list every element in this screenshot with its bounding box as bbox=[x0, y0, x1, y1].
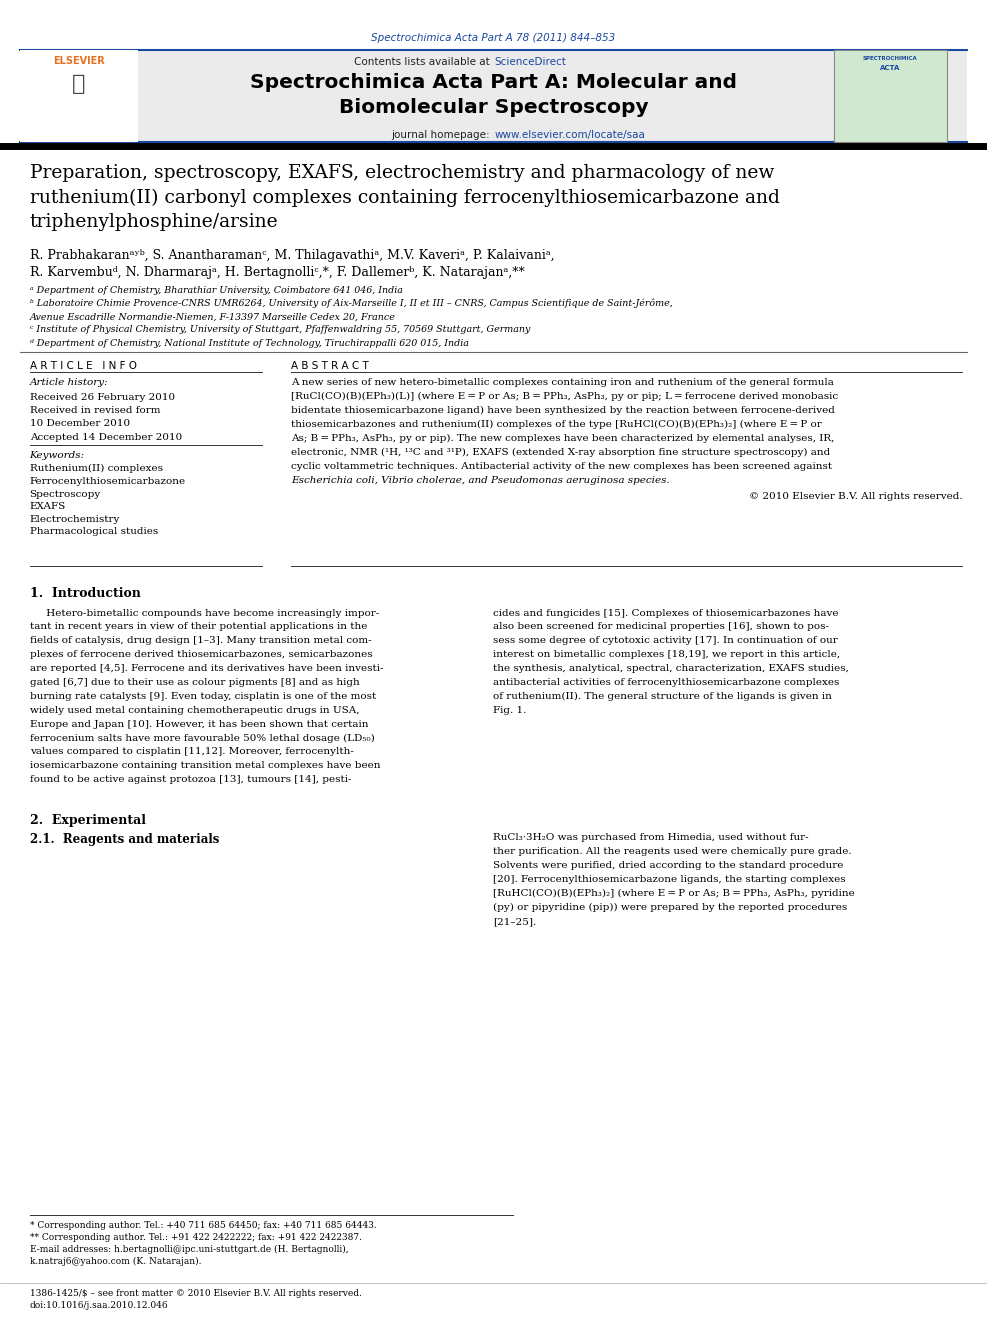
Text: of ruthenium(II). The general structure of the ligands is given in: of ruthenium(II). The general structure … bbox=[493, 692, 832, 701]
Text: tant in recent years in view of their potential applications in the: tant in recent years in view of their po… bbox=[30, 622, 367, 631]
Text: Electrochemistry: Electrochemistry bbox=[30, 515, 120, 524]
Text: journal homepage:: journal homepage: bbox=[392, 130, 493, 140]
Text: ** Corresponding author. Tel.: +91 422 2422222; fax: +91 422 2422387.: ** Corresponding author. Tel.: +91 422 2… bbox=[30, 1233, 362, 1242]
Text: k.natraj6@yahoo.com (K. Natarajan).: k.natraj6@yahoo.com (K. Natarajan). bbox=[30, 1257, 201, 1266]
Text: burning rate catalysts [9]. Even today, cisplatin is one of the most: burning rate catalysts [9]. Even today, … bbox=[30, 692, 376, 701]
Text: iosemicarbazone containing transition metal complexes have been: iosemicarbazone containing transition me… bbox=[30, 761, 380, 770]
Text: www.elsevier.com/locate/saa: www.elsevier.com/locate/saa bbox=[494, 130, 646, 140]
Text: As; B = PPh₃, AsPh₃, py or pip). The new complexes have been characterized by el: As; B = PPh₃, AsPh₃, py or pip). The new… bbox=[291, 434, 834, 443]
Text: cides and fungicides [15]. Complexes of thiosemicarbazones have: cides and fungicides [15]. Complexes of … bbox=[493, 609, 839, 618]
Text: ᵇ Laboratoire Chimie Provence-CNRS UMR6264, University of Aix-Marseille I, II et: ᵇ Laboratoire Chimie Provence-CNRS UMR62… bbox=[30, 299, 673, 308]
Text: Received in revised form: Received in revised form bbox=[30, 406, 160, 415]
Text: ScienceDirect: ScienceDirect bbox=[494, 57, 566, 67]
Text: Pharmacological studies: Pharmacological studies bbox=[30, 527, 158, 536]
Text: antibacterial activities of ferrocenylthiosemicarbazone complexes: antibacterial activities of ferrocenylth… bbox=[493, 677, 840, 687]
Text: found to be active against protozoa [13], tumours [14], pesti-: found to be active against protozoa [13]… bbox=[30, 775, 351, 785]
Text: Ferrocenylthiosemicarbazone: Ferrocenylthiosemicarbazone bbox=[30, 476, 186, 486]
Text: A B S T R A C T: A B S T R A C T bbox=[291, 361, 369, 372]
Text: 2.1.  Reagents and materials: 2.1. Reagents and materials bbox=[30, 833, 219, 847]
Text: fields of catalysis, drug design [1–3]. Many transition metal com-: fields of catalysis, drug design [1–3]. … bbox=[30, 636, 371, 646]
Text: gated [6,7] due to their use as colour pigments [8] and as high: gated [6,7] due to their use as colour p… bbox=[30, 677, 359, 687]
Text: ᵈ Department of Chemistry, National Institute of Technology, Tiruchirappalli 620: ᵈ Department of Chemistry, National Inst… bbox=[30, 339, 468, 348]
Text: Avenue Escadrille Normandie-Niemen, F-13397 Marseille Cedex 20, France: Avenue Escadrille Normandie-Niemen, F-13… bbox=[30, 312, 396, 321]
Text: electronic, NMR (¹H, ¹³C and ³¹P), EXAFS (extended X-ray absorption fine structu: electronic, NMR (¹H, ¹³C and ³¹P), EXAFS… bbox=[291, 447, 830, 456]
Text: are reported [4,5]. Ferrocene and its derivatives have been investi-: are reported [4,5]. Ferrocene and its de… bbox=[30, 664, 383, 673]
Bar bbox=[20, 50, 138, 142]
Text: * Corresponding author. Tel.: +40 711 685 64450; fax: +40 711 685 64443.: * Corresponding author. Tel.: +40 711 68… bbox=[30, 1221, 376, 1230]
Text: RuCl₃·3H₂O was purchased from Himedia, used without fur-: RuCl₃·3H₂O was purchased from Himedia, u… bbox=[493, 833, 809, 843]
Text: bidentate thiosemicarbazone ligand) have been synthesized by the reaction betwee: bidentate thiosemicarbazone ligand) have… bbox=[291, 406, 835, 415]
Text: the synthesis, analytical, spectral, characterization, EXAFS studies,: the synthesis, analytical, spectral, cha… bbox=[493, 664, 849, 673]
Text: Solvents were purified, dried according to the standard procedure: Solvents were purified, dried according … bbox=[493, 861, 844, 871]
Text: R. Karvembuᵈ, N. Dharmarajᵃ, H. Bertagnolliᶜ,*, F. Dallemerᵇ, K. Natarajanᵃ,**: R. Karvembuᵈ, N. Dharmarajᵃ, H. Bertagno… bbox=[30, 266, 525, 279]
Text: EXAFS: EXAFS bbox=[30, 501, 65, 511]
Bar bbox=[20, 50, 967, 142]
Bar bbox=[834, 50, 947, 142]
Text: Ruthenium(II) complexes: Ruthenium(II) complexes bbox=[30, 464, 163, 474]
Text: 1.  Introduction: 1. Introduction bbox=[30, 587, 141, 601]
Text: ACTA: ACTA bbox=[880, 65, 901, 71]
Text: ther purification. All the reagents used were chemically pure grade.: ther purification. All the reagents used… bbox=[493, 848, 852, 856]
Text: values compared to cisplatin [11,12]. Moreover, ferrocenylth-: values compared to cisplatin [11,12]. Mo… bbox=[30, 747, 353, 757]
Text: ᶜ Institute of Physical Chemistry, University of Stuttgart, Pfaffenwaldring 55, : ᶜ Institute of Physical Chemistry, Unive… bbox=[30, 325, 530, 335]
Text: [RuCl(CO)(B)(EPh₃)(L)] (where E = P or As; B = PPh₃, AsPh₃, py or pip; L = ferro: [RuCl(CO)(B)(EPh₃)(L)] (where E = P or A… bbox=[291, 392, 838, 401]
Text: ELSEVIER: ELSEVIER bbox=[54, 56, 105, 66]
Text: also been screened for medicinal properties [16], shown to pos-: also been screened for medicinal propert… bbox=[493, 622, 829, 631]
Text: cyclic voltammetric techniques. Antibacterial activity of the new complexes has : cyclic voltammetric techniques. Antibact… bbox=[291, 462, 832, 471]
Text: Article history:: Article history: bbox=[30, 378, 108, 388]
Text: Europe and Japan [10]. However, it has been shown that certain: Europe and Japan [10]. However, it has b… bbox=[30, 720, 368, 729]
Text: Fig. 1.: Fig. 1. bbox=[493, 705, 527, 714]
Text: Hetero-bimetallic compounds have become increasingly impor-: Hetero-bimetallic compounds have become … bbox=[30, 609, 379, 618]
Text: ᵃ Department of Chemistry, Bharathiar University, Coimbatore 641 046, India: ᵃ Department of Chemistry, Bharathiar Un… bbox=[30, 286, 403, 295]
Text: Preparation, spectroscopy, EXAFS, electrochemistry and pharmacology of new
ruthe: Preparation, spectroscopy, EXAFS, electr… bbox=[30, 164, 780, 232]
Text: Keywords:: Keywords: bbox=[30, 451, 84, 460]
Text: doi:10.1016/j.saa.2010.12.046: doi:10.1016/j.saa.2010.12.046 bbox=[30, 1301, 169, 1310]
Text: [RuHCl(CO)(B)(EPh₃)₂] (where E = P or As; B = PPh₃, AsPh₃, pyridine: [RuHCl(CO)(B)(EPh₃)₂] (where E = P or As… bbox=[493, 889, 855, 898]
Text: ferrocenium salts have more favourable 50% lethal dosage (LD₅₀): ferrocenium salts have more favourable 5… bbox=[30, 733, 374, 742]
Text: E-mail addresses: h.bertagnolli@ipc.uni-stuttgart.de (H. Bertagnolli),: E-mail addresses: h.bertagnolli@ipc.uni-… bbox=[30, 1245, 348, 1254]
Text: widely used metal containing chemotherapeutic drugs in USA,: widely used metal containing chemotherap… bbox=[30, 705, 359, 714]
Text: 1386-1425/$ – see front matter © 2010 Elsevier B.V. All rights reserved.: 1386-1425/$ – see front matter © 2010 El… bbox=[30, 1289, 361, 1298]
Text: R. Prabhakaranᵃʸᵇ, S. Anantharamanᶜ, M. Thilagavathiᵃ, M.V. Kaveriᵃ, P. Kalaivan: R. Prabhakaranᵃʸᵇ, S. Anantharamanᶜ, M. … bbox=[30, 249, 555, 262]
Text: Contents lists available at: Contents lists available at bbox=[354, 57, 493, 67]
Text: Received 26 February 2010: Received 26 February 2010 bbox=[30, 393, 175, 402]
Text: © 2010 Elsevier B.V. All rights reserved.: © 2010 Elsevier B.V. All rights reserved… bbox=[749, 492, 962, 501]
Text: 🌳: 🌳 bbox=[72, 74, 85, 94]
Text: [21–25].: [21–25]. bbox=[493, 917, 537, 926]
Text: plexes of ferrocene derived thiosemicarbazones, semicarbazones: plexes of ferrocene derived thiosemicarb… bbox=[30, 650, 372, 659]
Text: sess some degree of cytotoxic activity [17]. In continuation of our: sess some degree of cytotoxic activity [… bbox=[493, 636, 838, 646]
Text: Spectrochimica Acta Part A 78 (2011) 844–853: Spectrochimica Acta Part A 78 (2011) 844… bbox=[371, 33, 616, 44]
Text: Spectroscopy: Spectroscopy bbox=[30, 490, 101, 499]
Text: Accepted 14 December 2010: Accepted 14 December 2010 bbox=[30, 433, 182, 442]
Text: interest on bimetallic complexes [18,19], we report in this article,: interest on bimetallic complexes [18,19]… bbox=[493, 650, 840, 659]
Text: SPECTROCHIMICA: SPECTROCHIMICA bbox=[863, 56, 918, 61]
Text: thiosemicarbazones and ruthenium(II) complexes of the type [RuHCl(CO)(B)(EPh₃)₂]: thiosemicarbazones and ruthenium(II) com… bbox=[291, 419, 822, 429]
Text: (py) or pipyridine (pip)) were prepared by the reported procedures: (py) or pipyridine (pip)) were prepared … bbox=[493, 904, 848, 912]
Text: [20]. Ferrocenylthiosemicarbazone ligands, the starting complexes: [20]. Ferrocenylthiosemicarbazone ligand… bbox=[493, 876, 846, 884]
Text: 10 December 2010: 10 December 2010 bbox=[30, 419, 130, 429]
Text: A R T I C L E   I N F O: A R T I C L E I N F O bbox=[30, 361, 137, 372]
Text: Spectrochimica Acta Part A: Molecular and
Biomolecular Spectroscopy: Spectrochimica Acta Part A: Molecular an… bbox=[250, 73, 737, 116]
Text: A new series of new hetero-bimetallic complexes containing iron and ruthenium of: A new series of new hetero-bimetallic co… bbox=[291, 378, 834, 388]
Text: Escherichia coli, Vibrio cholerae, and Pseudomonas aeruginosa species.: Escherichia coli, Vibrio cholerae, and P… bbox=[291, 475, 670, 484]
Text: 2.  Experimental: 2. Experimental bbox=[30, 814, 146, 827]
